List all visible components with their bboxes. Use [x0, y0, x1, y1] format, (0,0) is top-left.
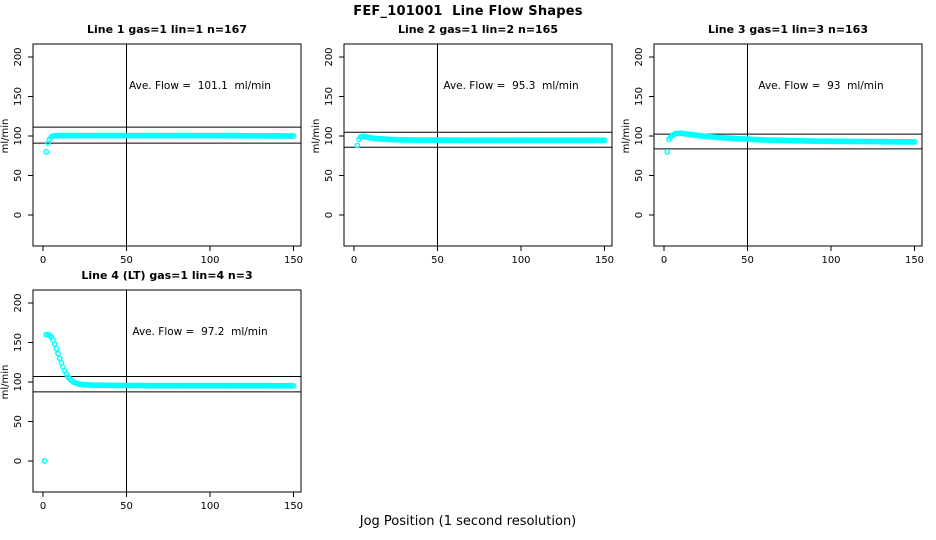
- y-tick-label: 150: [324, 87, 335, 106]
- panel-title: Line 1 gas=1 lin=1 n=167: [87, 23, 247, 36]
- data-point: [290, 133, 297, 139]
- data-point: [56, 355, 63, 362]
- plot-box: [653, 43, 923, 247]
- y-tick-label: 50: [13, 415, 24, 428]
- y-tick-label: 50: [634, 169, 645, 182]
- y-tick-label: 0: [13, 212, 24, 218]
- y-tick-label: 100: [324, 126, 335, 145]
- data-points: [354, 133, 608, 149]
- data-point: [911, 139, 918, 145]
- x-axis-label: Jog Position (1 second resolution): [359, 514, 577, 529]
- y-tick-label: 200: [13, 47, 24, 66]
- panel-line4-plot: Line 4 (LT) gas=1 lin=4 n=3 0 50 100 150 0 50 1…: [0, 269, 303, 512]
- data-points: [41, 331, 297, 464]
- data-point: [53, 345, 60, 352]
- data-points: [43, 132, 297, 155]
- x-tick-label: 150: [284, 501, 303, 512]
- x-tick-label: 0: [351, 255, 357, 266]
- plot-box: [32, 289, 302, 493]
- data-point: [354, 142, 361, 149]
- y-tick-label: 150: [13, 333, 24, 352]
- y-axis-label: ml/min: [0, 365, 11, 400]
- x-tick-label: 50: [431, 255, 444, 266]
- y-axis-label: ml/min: [311, 119, 322, 154]
- y-tick-label: 0: [13, 458, 24, 464]
- y-axis-label: ml/min: [0, 119, 11, 154]
- panel-line1-plot: Line 1 gas=1 lin=1 n=167 0 50 100 150 0 50 100 1…: [0, 23, 303, 266]
- ave-flow-annotation: Ave. Flow = 93 ml/min: [758, 80, 883, 92]
- x-tick-label: 100: [200, 501, 219, 512]
- x-tick-label: 0: [40, 255, 46, 266]
- ave-flow-annotation: Ave. Flow = 101.1 ml/min: [129, 80, 271, 92]
- data-point: [51, 341, 58, 348]
- y-tick-label: 0: [324, 212, 335, 218]
- y-tick-label: 100: [13, 126, 24, 145]
- chart-title: FEF_101001 Line Flow Shapes: [353, 4, 583, 19]
- ave-flow-annotation: Ave. Flow = 97.2 ml/min: [132, 326, 267, 338]
- panel-title: Line 4 (LT) gas=1 lin=4 n=3: [81, 269, 252, 282]
- y-tick-label: 0: [634, 212, 645, 218]
- data-point: [664, 148, 671, 155]
- data-point: [43, 148, 50, 155]
- y-tick-label: 100: [13, 372, 24, 391]
- x-tick-label: 150: [595, 255, 614, 266]
- data-points: [664, 130, 918, 155]
- plot-box: [32, 43, 302, 247]
- x-tick-label: 0: [661, 255, 667, 266]
- y-tick-label: 150: [13, 87, 24, 106]
- panel-line2-plot: Line 2 gas=1 lin=2 n=165 0 50 100 150 0 50 100 1…: [311, 23, 614, 266]
- x-tick-label: 0: [40, 501, 46, 512]
- plot-box: [343, 43, 613, 247]
- x-tick-label: 100: [200, 255, 219, 266]
- y-tick-label: 150: [634, 87, 645, 106]
- y-tick-label: 50: [13, 169, 24, 182]
- panel-title: Line 3 gas=1 lin=3 n=163: [708, 23, 868, 36]
- y-tick-label: 100: [634, 126, 645, 145]
- x-tick-label: 50: [741, 255, 754, 266]
- x-tick-label: 150: [284, 255, 303, 266]
- y-tick-label: 50: [324, 169, 335, 182]
- y-tick-label: 200: [324, 47, 335, 66]
- panel-title: Line 2 gas=1 lin=2 n=165: [398, 23, 558, 36]
- x-tick-label: 100: [821, 255, 840, 266]
- x-tick-label: 50: [120, 255, 133, 266]
- y-tick-label: 200: [634, 47, 645, 66]
- x-tick-label: 100: [511, 255, 530, 266]
- data-point: [290, 382, 297, 389]
- ave-flow-annotation: Ave. Flow = 95.3 ml/min: [443, 80, 578, 92]
- panel-line3-plot: Line 3 gas=1 lin=3 n=163 0 50 100 150 0 50 100 1…: [621, 23, 924, 266]
- data-point: [601, 137, 608, 144]
- x-tick-label: 150: [905, 255, 924, 266]
- data-point: [55, 350, 61, 357]
- y-tick-label: 200: [13, 293, 24, 312]
- data-point: [41, 458, 48, 464]
- x-tick-label: 50: [120, 501, 133, 512]
- y-axis-label: ml/min: [621, 119, 632, 154]
